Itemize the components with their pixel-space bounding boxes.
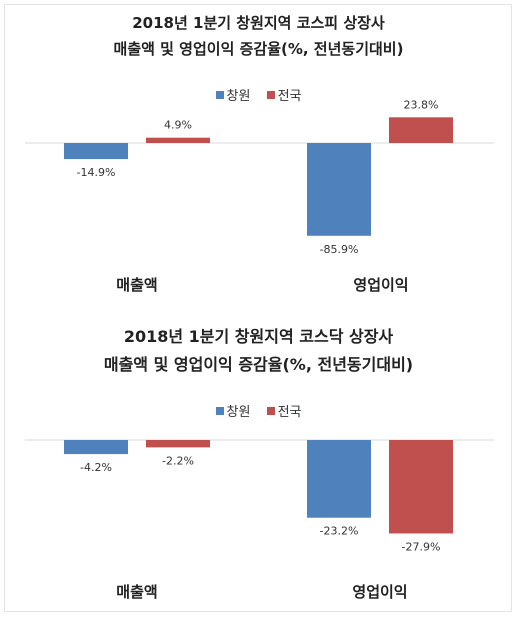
bar-kospi-changwon-sales <box>64 143 128 160</box>
kospi-chart: 2018년 1분기 창원지역 코스피 상장사 매출액 및 영업이익 증감율(%,… <box>0 14 517 294</box>
legend-label-changwon: 창원 <box>226 89 251 104</box>
chart-frame <box>4 4 512 612</box>
legend-item-national: 전국 <box>266 85 302 104</box>
chart-legend: 창원 전국 <box>0 85 517 104</box>
bar-kospi-national-sales <box>146 137 210 143</box>
legend-item-changwon: 창원 <box>215 401 251 420</box>
category-operating-profit: 영업이익 <box>353 276 408 294</box>
kospi-plot: -14.9% 4.9% -85.9% 23.8% 매출액 영업이익 <box>25 98 494 294</box>
label-kosdaq-changwon-sales: -4.2% <box>80 461 112 474</box>
legend-swatch-national <box>266 406 275 415</box>
legend-label-changwon: 창원 <box>226 405 251 420</box>
chart-legend: 창원 전국 <box>0 401 517 420</box>
label-kospi-national-sales: 4.9% <box>164 119 192 132</box>
label-kosdaq-national-sales: -2.2% <box>162 454 194 467</box>
legend-swatch-national <box>266 90 275 99</box>
category-sales: 매출액 <box>116 276 157 294</box>
category-operating-profit: 영업이익 <box>352 583 407 601</box>
bar-kosdaq-national-sales <box>146 440 210 448</box>
bar-kospi-changwon-op <box>307 143 371 236</box>
legend-item-changwon: 창원 <box>215 85 251 104</box>
legend-item-national: 전국 <box>266 401 302 420</box>
label-kospi-national-op: 23.8% <box>404 98 439 111</box>
chart-subtitle: 매출액 및 영업이익 증감율(%, 전년동기대비) <box>113 40 404 58</box>
chart-subtitle: 매출액 및 영업이익 증감율(%, 전년동기대비) <box>103 355 414 374</box>
bar-kosdaq-changwon-op <box>307 440 371 518</box>
legend-swatch-changwon <box>215 90 224 99</box>
chart-title: 2018년 1분기 창원지역 코스피 상장사 <box>132 14 385 32</box>
category-sales: 매출액 <box>116 583 157 601</box>
chart-title: 2018년 1분기 창원지역 코스닥 상장사 <box>123 327 394 346</box>
kosdaq-chart: 2018년 1분기 창원지역 코스닥 상장사 매출액 및 영업이익 증감율(%,… <box>0 309 517 618</box>
bar-kosdaq-changwon-sales <box>64 440 128 455</box>
bar-kosdaq-national-op <box>389 440 453 534</box>
legend-label-national: 전국 <box>277 89 302 104</box>
label-kospi-changwon-sales: -14.9% <box>77 166 116 179</box>
legend-label-national: 전국 <box>277 405 302 420</box>
kosdaq-plot: -4.2% -2.2% -23.2% -27.9% 매출액 영업이익 <box>25 439 494 601</box>
label-kosdaq-national-op: -27.9% <box>402 540 441 553</box>
legend-swatch-changwon <box>215 406 224 415</box>
label-kospi-changwon-op: -85.9% <box>320 243 359 256</box>
bar-kospi-national-op <box>389 117 453 143</box>
label-kosdaq-changwon-op: -23.2% <box>320 525 359 538</box>
